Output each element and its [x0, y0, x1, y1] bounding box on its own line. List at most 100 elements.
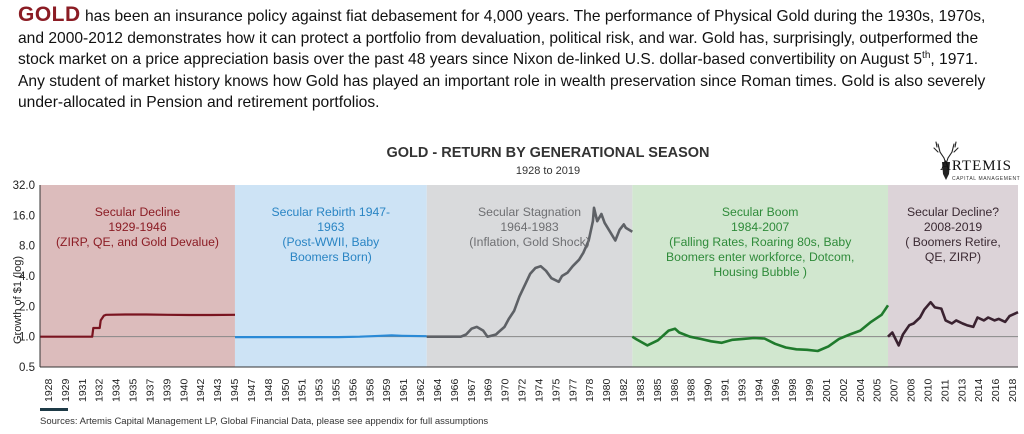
x-tick-label: 1962	[415, 378, 427, 402]
series-line-1	[235, 334, 427, 339]
season-label-line: 1929-1946	[108, 220, 167, 234]
sources-footnote: Sources: Artemis Capital Management LP, …	[40, 416, 489, 427]
x-tick-label: 1951	[297, 378, 309, 402]
season-label-line: (Falling Rates, Roaring 80s, Baby	[669, 235, 852, 249]
x-tick-label: 1998	[787, 378, 799, 402]
intro-paragraph: GOLD has been an insurance policy agains…	[18, 4, 1008, 114]
y-tick-label: 16.0	[13, 210, 35, 222]
x-tick-label: 1932	[94, 378, 106, 402]
x-tick-label: 1940	[178, 378, 190, 402]
x-tick-label: 1935	[128, 378, 140, 402]
x-tick-label: 1934	[111, 378, 123, 402]
x-tick-label: 1994	[753, 378, 765, 402]
x-tick-label: 1958	[364, 378, 376, 402]
x-tick-label: 1945	[229, 378, 241, 402]
y-tick-label: 8.0	[19, 241, 35, 253]
stag-head-icon	[933, 141, 959, 180]
intro-lead: GOLD	[18, 3, 81, 26]
x-tick-label: 1967	[466, 378, 478, 402]
chart-subtitle: 1928 to 2019	[516, 165, 580, 177]
season-label-2: Secular Stagnation 1964-1983 (Inflation, G…	[469, 205, 590, 249]
x-tick-label: 1947	[246, 378, 258, 402]
y-tick-label: 4.0	[19, 271, 35, 283]
season-label-3: Secular Boom 1984-2007 (Falling Rates, Roa…	[666, 205, 854, 279]
season-label-line: ( Boomers Retire,	[905, 235, 1001, 249]
season-label-line: Secular Stagnation	[478, 205, 581, 219]
intro-text-part1: has been an insurance policy against fia…	[18, 8, 986, 69]
x-tick-label: 2002	[838, 378, 850, 402]
x-tick-label: 1977	[567, 378, 579, 402]
season-label-line: 1964-1983	[500, 220, 559, 234]
y-tick-label: 0.5	[19, 362, 35, 374]
x-tick-label: 1999	[804, 378, 816, 402]
x-tick-label: 2008	[906, 378, 918, 402]
x-tick-label: 1990	[703, 378, 715, 402]
x-tick-label: 1991	[720, 378, 732, 402]
x-tick-label: 1972	[517, 378, 529, 402]
season-label-0: Secular Decline 1929-1946 (ZIRP, QE, and G…	[56, 205, 219, 249]
x-tick-label: 1948	[263, 378, 275, 402]
y-tick-label: 2.0	[19, 301, 35, 313]
x-tick-label: 1961	[398, 378, 410, 402]
season-label-line: Boomers Born)	[290, 250, 372, 264]
intro-text-part2: , 1971. Any student of market history kn…	[18, 51, 986, 112]
season-label-line: Housing Bubble )	[713, 265, 807, 279]
logo-subtitle: CAPITAL MANAGEMENT	[952, 176, 1021, 182]
x-tick-label: 1964	[432, 378, 444, 402]
season-label-line: QE, ZIRP)	[925, 250, 981, 264]
intro-superscript: th	[922, 50, 931, 61]
x-tick-label: 1943	[212, 378, 224, 402]
x-tick-label: 1931	[77, 378, 89, 402]
x-tick-label: 1970	[500, 378, 512, 402]
x-tick-label: 2004	[855, 378, 867, 402]
series-line-4	[887, 300, 1019, 347]
logo-name: ARTEMIS	[940, 158, 1012, 174]
x-tick-label: 1942	[195, 378, 207, 402]
x-tick-label: 1928	[43, 378, 55, 402]
x-tick-label: 1993	[736, 378, 748, 402]
x-tick-label: 1982	[618, 378, 630, 402]
x-tick-label: 2013	[956, 378, 968, 402]
x-tick-label: 2018	[1007, 378, 1019, 402]
season-label-line: (Inflation, Gold Shock)	[469, 235, 590, 249]
season-label-line: (ZIRP, QE, and Gold Devalue)	[56, 235, 219, 249]
x-tick-label: 1986	[669, 378, 681, 402]
series-line-3	[631, 304, 890, 353]
y-tick-label: 32.0	[13, 180, 35, 192]
y-axis-label: Growth of $1 (log)	[12, 256, 24, 344]
season-labels: Secular Decline 1929-1946 (ZIRP, QE, and G…	[56, 205, 1001, 279]
season-label-4: Secular Decline? 2008-2019( Boomers Retir…	[905, 205, 1001, 264]
x-tick-label: 1953	[314, 378, 326, 402]
x-tick-label: 2010	[922, 378, 934, 402]
x-tick-label: 1969	[483, 378, 495, 402]
season-label-line: 1963	[317, 220, 344, 234]
season-label-line: Boomers enter workforce, Dotcom,	[666, 250, 854, 264]
x-tick-label: 1929	[60, 378, 72, 402]
x-axis: 1928 1929 1931 1932 1934 1935 1937 1939 1940 1942…	[40, 366, 1019, 402]
x-tick-label: 2005	[872, 378, 884, 402]
x-tick-label: 1974	[534, 378, 546, 402]
x-tick-label: 1950	[280, 378, 292, 402]
season-label-line: 1984-2007	[731, 220, 790, 234]
season-label-line: Secular Rebirth 1947-	[272, 205, 391, 219]
season-label-line: Secular Decline	[95, 205, 181, 219]
x-tick-label: 2001	[821, 378, 833, 402]
x-tick-label: 1988	[686, 378, 698, 402]
x-tick-label: 2016	[990, 378, 1002, 402]
season-label-1: Secular Rebirth 1947-1963 (Post-WWII, Bab…	[272, 205, 391, 264]
x-tick-label: 1966	[449, 378, 461, 402]
y-tick-label: 1.0	[19, 332, 35, 344]
x-tick-label: 1985	[652, 378, 664, 402]
x-tick-label: 1937	[145, 378, 157, 402]
x-tick-label: 1956	[347, 378, 359, 402]
y-axis: 0.5 1.0 2.0 4.0 8.0 16.0 32.0	[13, 180, 41, 374]
x-tick-label: 1980	[601, 378, 613, 402]
x-tick-label: 2014	[973, 378, 985, 402]
series-line-0	[40, 313, 236, 338]
x-tick-label: 2011	[939, 379, 951, 402]
season-label-line: (Post-WWII, Baby	[282, 235, 380, 249]
x-tick-label: 1983	[635, 378, 647, 402]
legend-swatch	[40, 408, 68, 411]
x-tick-label: 2007	[889, 378, 901, 402]
